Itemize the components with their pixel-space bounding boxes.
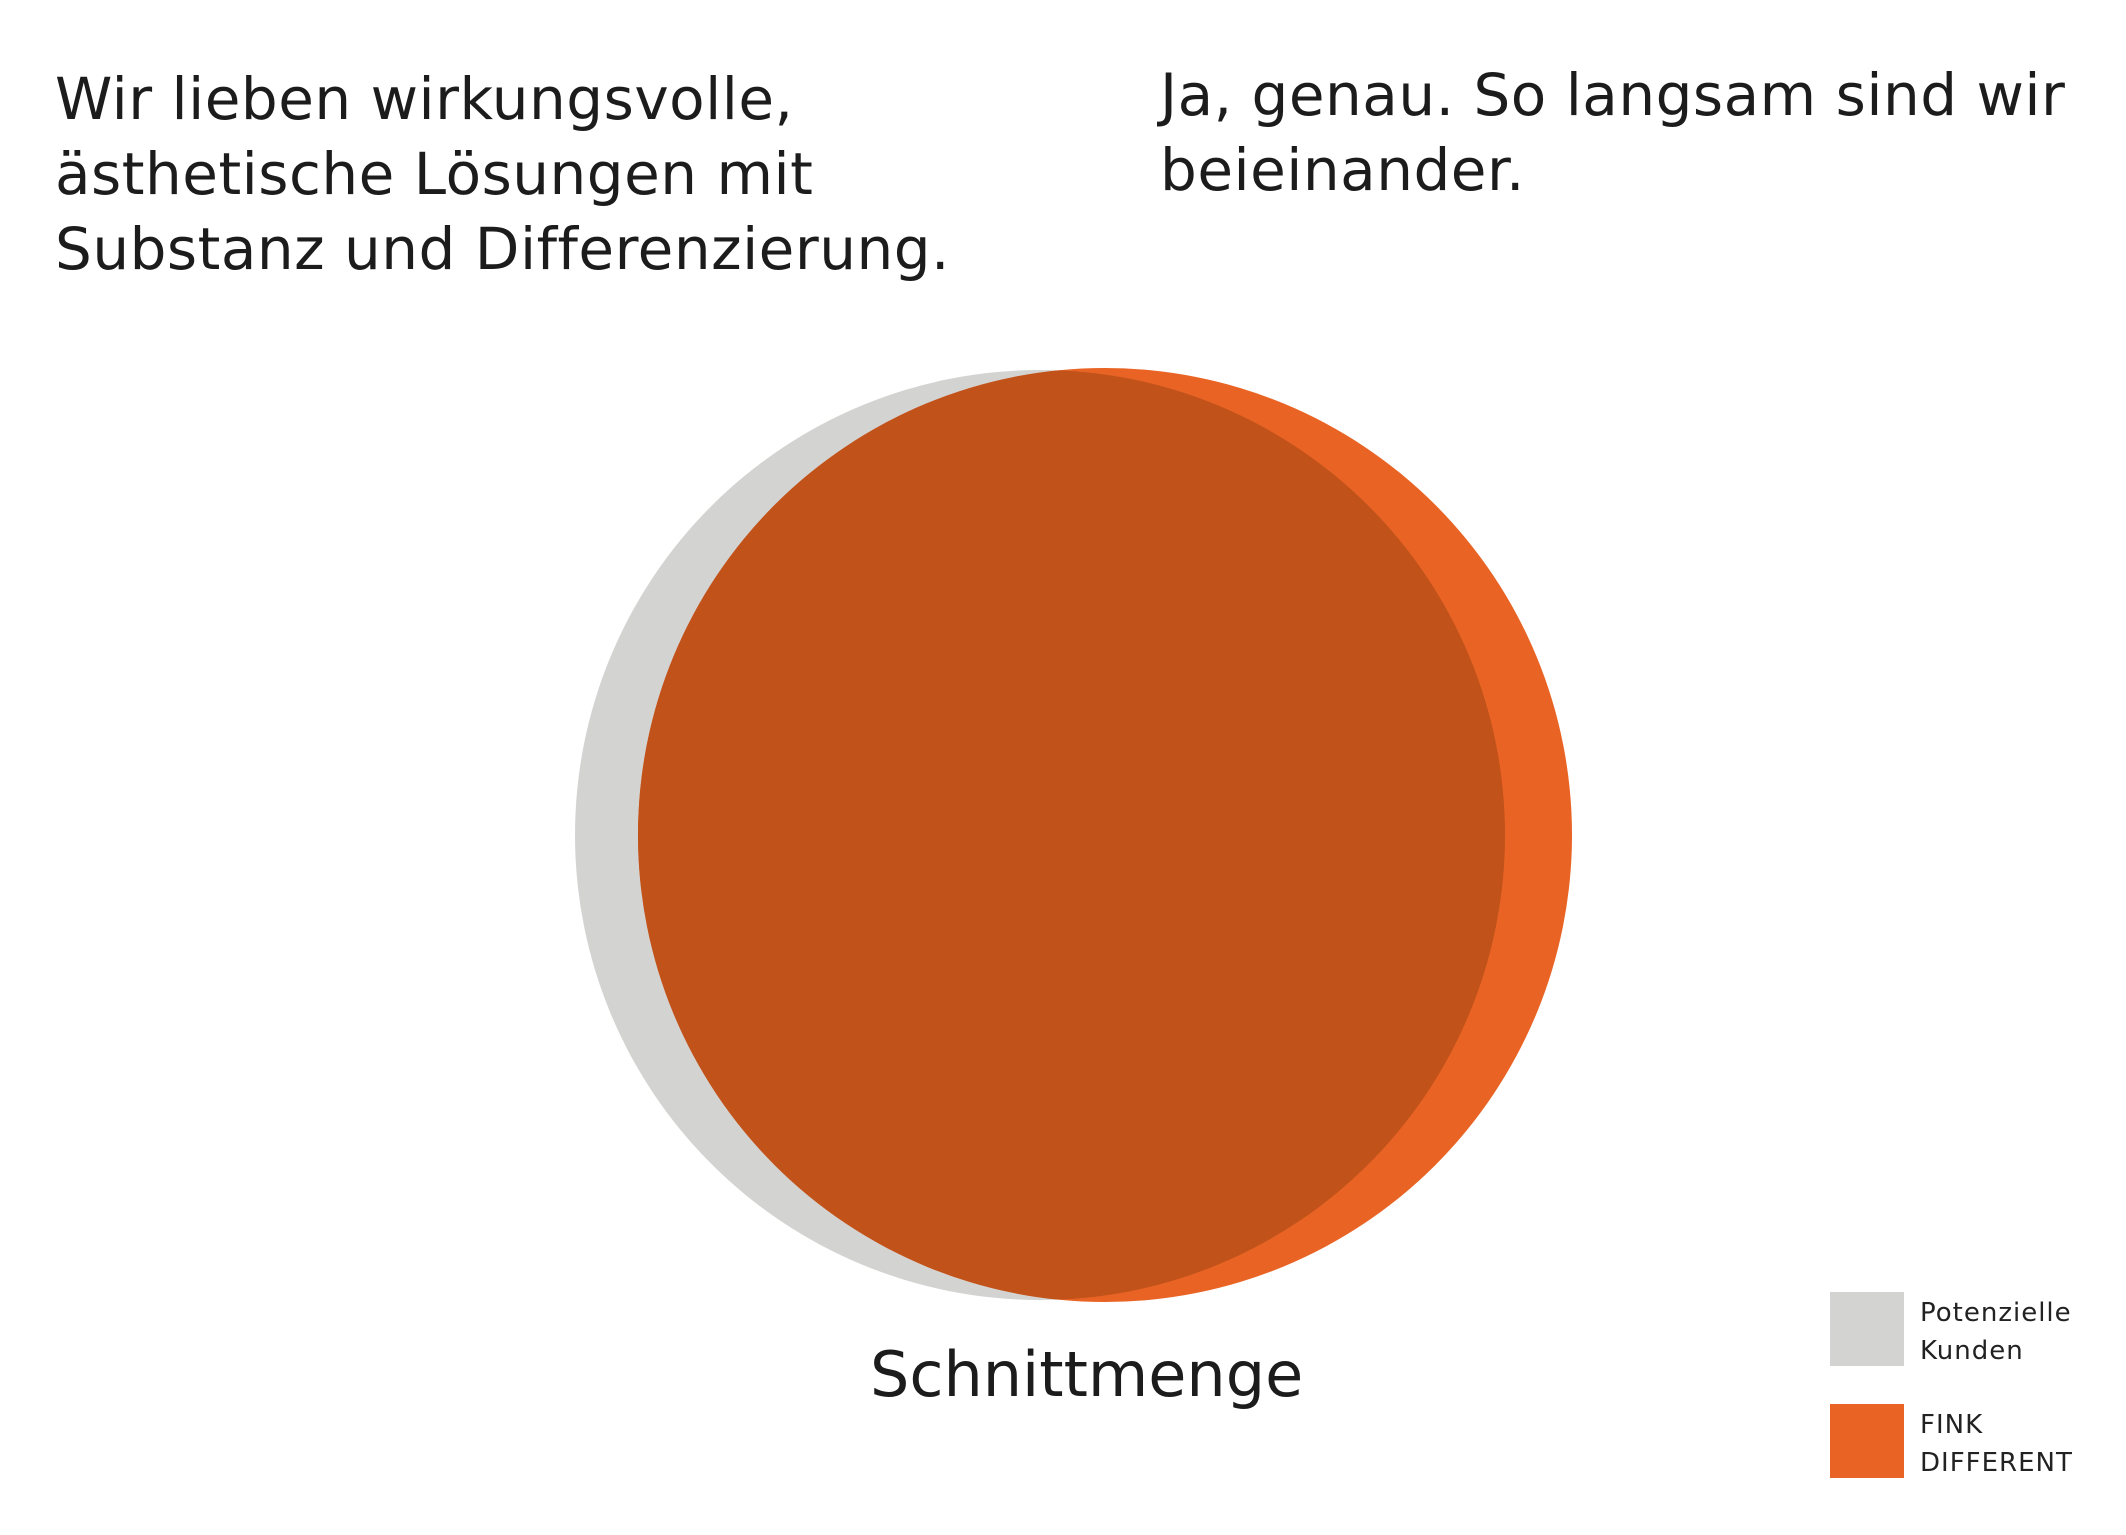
diagram-caption: Schnittmenge bbox=[870, 1338, 1304, 1411]
legend-label-potential-customers: Potenzielle Kunden bbox=[1920, 1294, 2072, 1370]
legend: Potenzielle Kunden FINK DIFFERENT bbox=[1830, 1292, 2120, 1516]
legend-label-line: FINK bbox=[1920, 1410, 1984, 1440]
legend-label-line: DIFFERENT bbox=[1920, 1448, 2073, 1478]
legend-label-line: Kunden bbox=[1920, 1336, 2024, 1366]
venn-intersection bbox=[638, 370, 1505, 1300]
statement-left: Wir lieben wirkungsvolle, ästhetische Lö… bbox=[55, 62, 950, 287]
legend-swatch-fink-different bbox=[1830, 1404, 1904, 1478]
legend-item-potential-customers: Potenzielle Kunden bbox=[1830, 1292, 2120, 1370]
statement-left-line-3: Substanz und Differenzierung. bbox=[55, 215, 950, 283]
statement-left-line-1: Wir lieben wirkungsvolle, bbox=[55, 65, 794, 133]
statement-right-line-1: Ja, genau. So langsam sind wir bbox=[1160, 61, 2066, 129]
legend-label-line: Potenzielle bbox=[1920, 1298, 2072, 1328]
legend-swatch-potential-customers bbox=[1830, 1292, 1904, 1366]
statement-right-line-2: beieinander. bbox=[1160, 136, 1525, 204]
statement-right: Ja, genau. So langsam sind wir beieinand… bbox=[1160, 58, 2065, 208]
legend-label-fink-different: FINK DIFFERENT bbox=[1920, 1406, 2073, 1482]
statement-left-line-2: ästhetische Lösungen mit bbox=[55, 140, 814, 208]
legend-item-fink-different: FINK DIFFERENT bbox=[1830, 1404, 2120, 1482]
